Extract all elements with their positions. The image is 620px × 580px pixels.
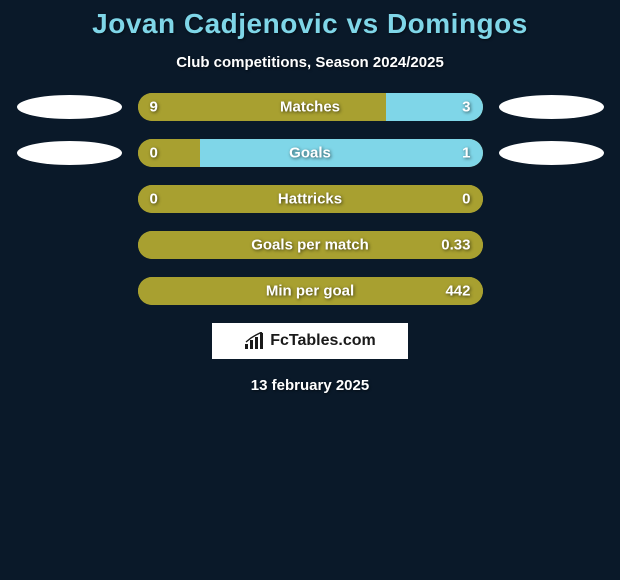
stat-value-left: 9: [150, 99, 158, 116]
player1-avatar: [17, 95, 122, 119]
stat-bar-right-fill: [200, 139, 483, 167]
stat-label: Goals: [289, 145, 331, 162]
stat-value-right: 3: [462, 99, 470, 116]
stat-label: Goals per match: [251, 237, 369, 254]
stat-row: Min per goal 442: [0, 277, 620, 305]
date-label: 13 february 2025: [0, 377, 620, 394]
stat-bar: Hattricks 0 0: [138, 185, 483, 213]
stat-value-right: 1: [462, 145, 470, 162]
stat-row: Hattricks 0 0: [0, 185, 620, 213]
stat-bar-left-fill: [138, 93, 386, 121]
stat-value-left: 0: [150, 145, 158, 162]
stat-label: Matches: [280, 99, 340, 116]
page-title: Jovan Cadjenovic vs Domingos: [0, 8, 620, 40]
stat-value-right: 0.33: [441, 237, 470, 254]
subtitle: Club competitions, Season 2024/2025: [0, 54, 620, 71]
logo-text: FcTables.com: [270, 332, 376, 350]
stat-value-right: 442: [445, 283, 470, 300]
stat-value-right: 0: [462, 191, 470, 208]
player2-avatar: [499, 141, 604, 165]
source-logo[interactable]: FcTables.com: [212, 323, 408, 359]
stat-row: Matches 9 3: [0, 93, 620, 121]
stat-label: Min per goal: [266, 283, 354, 300]
stat-row: Goals 0 1: [0, 139, 620, 167]
stat-row: Goals per match 0.33: [0, 231, 620, 259]
player1-avatar: [17, 141, 122, 165]
stat-bar: Matches 9 3: [138, 93, 483, 121]
player2-avatar: [499, 95, 604, 119]
stat-value-left: 0: [150, 191, 158, 208]
stat-bar: Min per goal 442: [138, 277, 483, 305]
bar-chart-icon: [244, 332, 266, 350]
comparison-card: Jovan Cadjenovic vs Domingos Club compet…: [0, 0, 620, 394]
stat-bar-left-fill: [138, 139, 200, 167]
stat-label: Hattricks: [278, 191, 342, 208]
stat-bar: Goals per match 0.33: [138, 231, 483, 259]
stats-list: Matches 9 3 Goals 0 1 Hattricks 0 0 Goals per mat…: [0, 93, 620, 305]
stat-bar: Goals 0 1: [138, 139, 483, 167]
